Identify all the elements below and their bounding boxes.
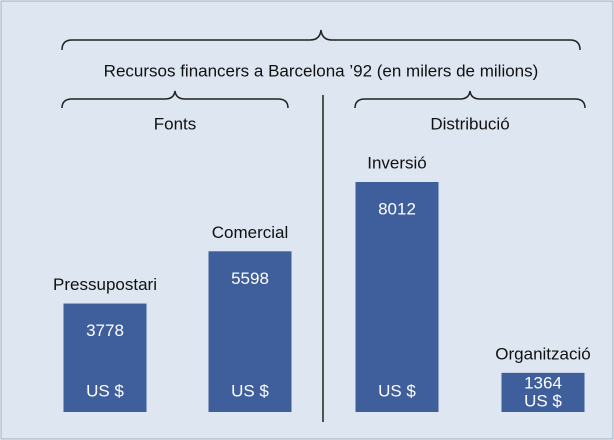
bar bbox=[63, 303, 147, 412]
brace bbox=[61, 90, 289, 109]
bar bbox=[501, 372, 585, 412]
category-label: Comercial bbox=[212, 223, 289, 242]
value-label: 3778 bbox=[86, 321, 124, 340]
chart-title: Recursos financers a Barcelona ’92 (en m… bbox=[104, 61, 539, 80]
value-label: 8012 bbox=[378, 199, 416, 218]
value-label: 1364 bbox=[524, 373, 562, 392]
bar bbox=[208, 251, 292, 412]
value-label: 5598 bbox=[231, 269, 269, 288]
category-label: Inversió bbox=[367, 153, 427, 172]
category-label: Pressupostari bbox=[53, 275, 157, 294]
brace bbox=[354, 90, 586, 109]
category-label: Organització bbox=[495, 344, 590, 363]
brace bbox=[61, 29, 581, 51]
unit-label: US $ bbox=[86, 381, 124, 400]
unit-label: US $ bbox=[524, 391, 562, 410]
group-label: Distribució bbox=[430, 114, 509, 133]
bar bbox=[355, 182, 439, 412]
unit-label: US $ bbox=[231, 381, 269, 400]
unit-label: US $ bbox=[378, 381, 416, 400]
group-label: Fonts bbox=[154, 114, 197, 133]
